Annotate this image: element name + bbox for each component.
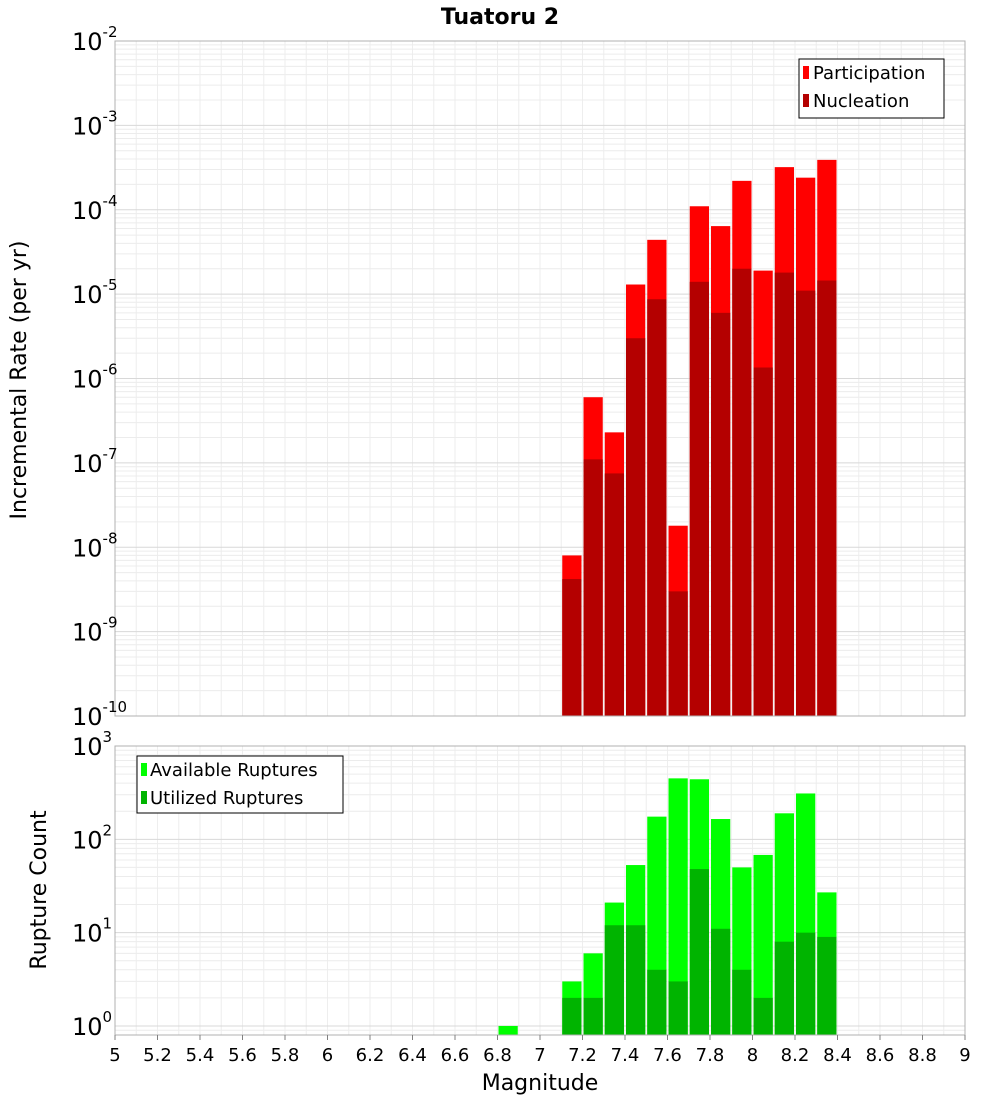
- series-a-bar: [498, 1025, 518, 1035]
- y-tick-label: 10-9: [72, 614, 118, 647]
- count-plot-y-ticks: 100 101 102 103: [72, 728, 112, 1041]
- y-tick-label: 10-3: [72, 107, 118, 140]
- rate-plot-grid: [114, 40, 966, 717]
- series-b-bar: [711, 928, 731, 1035]
- x-tick-label: 5.4: [186, 1045, 215, 1066]
- participation-legend-label: Participation: [813, 63, 925, 84]
- series-b-bar: [583, 459, 603, 716]
- nucleation-legend-swatch: [803, 94, 809, 107]
- y-tick-label: 10-2: [72, 23, 118, 56]
- x-tick-label: 8.4: [823, 1045, 852, 1066]
- count-plot-bars: [498, 778, 837, 1035]
- series-b-bar: [817, 936, 837, 1035]
- series-b-bar: [647, 969, 667, 1035]
- x-tick-label: 8.2: [781, 1045, 810, 1066]
- rate-plot-bars: [562, 159, 837, 717]
- series-b-bar: [753, 367, 773, 716]
- series-b-bar: [689, 281, 709, 716]
- x-tick-label: 5.8: [271, 1045, 300, 1066]
- series-b-bar: [604, 925, 624, 1035]
- series-b-bar: [689, 869, 709, 1035]
- series-b-bar: [562, 579, 582, 716]
- x-tick-label: 7.4: [611, 1045, 640, 1066]
- rate-plot-frame: [114, 40, 966, 717]
- series-b-bar: [583, 997, 603, 1035]
- y-tick-label: 103: [72, 728, 112, 761]
- rate-plot-y-ticks: 10-10 10-9 10-8 10-7 10-6 10-5 10-4 10-3 10-2: [72, 23, 127, 731]
- x-tick-label: 6: [322, 1045, 333, 1066]
- x-tick-label: 8.6: [866, 1045, 895, 1066]
- x-tick-label: 7.6: [653, 1045, 682, 1066]
- series-b-bar: [774, 941, 794, 1035]
- x-tick-label: 5: [109, 1045, 120, 1066]
- y-tick-label: 101: [72, 915, 112, 948]
- y-tick-label: 10-4: [72, 192, 118, 225]
- series-b-bar: [711, 312, 731, 716]
- y-tick-label: 10-5: [72, 276, 118, 309]
- series-b-bar: [647, 299, 667, 716]
- series-b-bar: [753, 997, 773, 1035]
- series-b-bar: [732, 969, 752, 1035]
- x-tick-label: 6.4: [398, 1045, 427, 1066]
- series-b-bar: [732, 268, 752, 716]
- x-tick-label: 6.6: [441, 1045, 470, 1066]
- series-b-bar: [796, 932, 816, 1035]
- series-a-bar: [753, 854, 773, 1035]
- x-tick-label: 8: [747, 1045, 758, 1066]
- y-tick-label: 10-10: [72, 698, 127, 731]
- series-b-bar: [668, 981, 688, 1035]
- series-b-bar: [626, 338, 646, 716]
- x-tick-label: 8.8: [908, 1045, 937, 1066]
- series-b-bar: [562, 997, 582, 1035]
- x-tick-label: 6.8: [483, 1045, 512, 1066]
- chart-title: Tuatoru 2: [441, 5, 559, 30]
- utilized-legend-swatch: [141, 791, 147, 804]
- nucleation-legend-label: Nucleation: [813, 91, 909, 112]
- x-tick-label: 7.8: [696, 1045, 725, 1066]
- x-axis-label: Magnitude: [482, 1071, 599, 1096]
- participation-legend-swatch: [803, 66, 809, 79]
- utilized-legend-label: Utilized Ruptures: [150, 788, 303, 809]
- series-b-bar: [668, 591, 688, 716]
- series-b-bar: [774, 272, 794, 716]
- count-legend-box: [136, 755, 344, 814]
- count-legend: Available Ruptures Utilized Ruptures: [136, 755, 344, 814]
- series-b-bar: [604, 473, 624, 716]
- x-tick-label: 6.2: [356, 1045, 385, 1066]
- x-tick-label: 5.2: [143, 1045, 172, 1066]
- y-tick-label: 10-8: [72, 529, 118, 562]
- x-tick-label: 7: [534, 1045, 545, 1066]
- series-b-bar: [796, 290, 816, 716]
- y-tick-label: 102: [72, 821, 112, 854]
- rate-legend-box: [798, 58, 945, 119]
- series-b-bar: [626, 925, 646, 1035]
- rate-legend: Participation Nucleation: [798, 58, 945, 119]
- rate-y-axis-label: Incremental Rate (per yr): [7, 241, 32, 520]
- series-b-bar: [817, 280, 837, 716]
- y-tick-label: 10-7: [72, 445, 118, 478]
- x-tick-label: 5.6: [228, 1045, 257, 1066]
- x-tick-label: 7.2: [568, 1045, 597, 1066]
- x-tick-label: 9: [959, 1045, 970, 1066]
- series-a-bar: [668, 778, 688, 1035]
- y-tick-label: 10-6: [72, 361, 118, 394]
- count-plot-x-ticks: 5 5.2 5.4 5.6 5.8 6 6.2 6.4 6.6 6.8 7 7.2 7.4 7.6 7.8 8…: [109, 1035, 971, 1066]
- y-tick-label: 100: [72, 1008, 112, 1041]
- available-legend-label: Available Ruptures: [150, 760, 318, 781]
- count-y-axis-label: Rupture Count: [27, 810, 52, 970]
- available-legend-swatch: [141, 763, 147, 776]
